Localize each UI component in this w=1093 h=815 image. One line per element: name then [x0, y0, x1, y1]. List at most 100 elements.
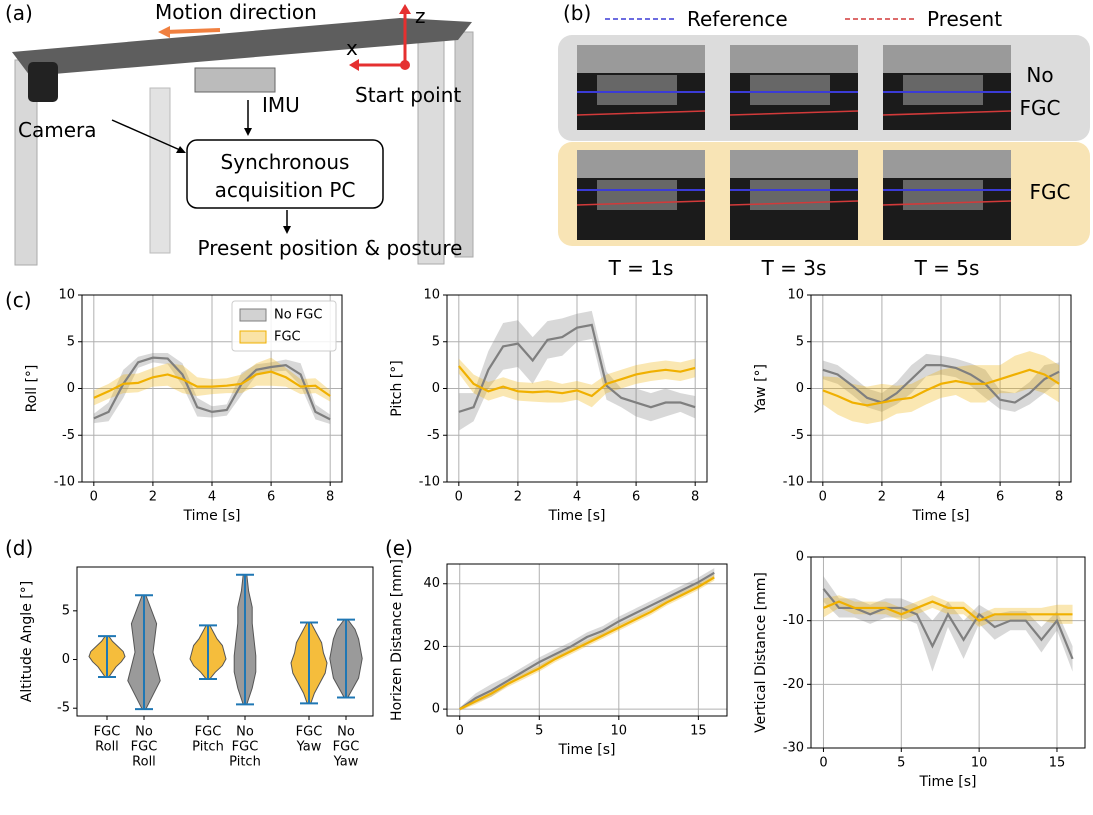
- photo-robot: [903, 180, 983, 210]
- x-tick-label: FGC: [333, 740, 360, 755]
- y-tick-label: 5: [432, 334, 440, 349]
- x-tick-label: 8: [1055, 490, 1063, 505]
- y-tick-label: -20: [783, 677, 804, 692]
- y-tick-label: -5: [57, 701, 70, 716]
- row-label: No: [1026, 63, 1053, 87]
- robot-icon: [194, 67, 276, 93]
- photo-robot: [597, 75, 677, 105]
- annotation: z: [415, 4, 426, 28]
- photo-line: [882, 110, 1012, 116]
- x-tick-label: Pitch: [192, 740, 224, 755]
- y-tick-label: -10: [783, 613, 804, 628]
- std-band: [823, 576, 1073, 672]
- legend-label: Present: [927, 7, 1002, 31]
- x-tick-label: 6: [996, 490, 1004, 505]
- annotation: Start point: [355, 83, 461, 107]
- y-tick-label: -5: [427, 428, 440, 443]
- plot-frame: [81, 294, 343, 483]
- x-tick-label: 15: [1049, 756, 1066, 771]
- x-tick-label: FGC: [232, 740, 259, 755]
- x-tick-label: FGC: [94, 725, 121, 740]
- arrow-head: [158, 26, 170, 38]
- photo-robot: [750, 180, 830, 210]
- y-axis-label: Roll [°]: [24, 365, 40, 413]
- mean-line: [457, 365, 696, 398]
- x-tick-label: Pitch: [229, 755, 261, 770]
- photo-line: [882, 200, 1012, 206]
- y-axis-label: Yaw [°]: [753, 364, 769, 414]
- arrow-head: [176, 146, 186, 153]
- std-band: [822, 353, 1060, 412]
- y-tick-label: -5: [62, 428, 75, 443]
- arrow-head: [244, 128, 252, 136]
- photo-rail: [577, 150, 705, 178]
- y-tick-label: -30: [783, 741, 804, 756]
- mean-line: [458, 323, 696, 413]
- y-tick-label: -10: [419, 475, 440, 490]
- annotation: Motion direction: [155, 0, 317, 24]
- table-plate: [12, 18, 472, 76]
- annotation: Synchronous: [221, 150, 350, 174]
- mean-line: [822, 364, 1060, 404]
- setup-drawing: [12, 4, 474, 266]
- plot-frame: [810, 556, 1086, 749]
- x-tick-label: 2: [149, 490, 157, 505]
- photo-rail: [883, 45, 1011, 73]
- x-axis-label: Time [s]: [558, 742, 616, 758]
- y-axis-label: Altitude Angle [°]: [19, 581, 35, 702]
- panel-label: (b): [563, 1, 591, 25]
- y-tick-label: 40: [423, 576, 440, 591]
- legend-label: No FGC: [274, 308, 322, 323]
- photo-line: [729, 110, 859, 116]
- start-point: [400, 60, 410, 70]
- mean-line: [823, 600, 1073, 622]
- std-band: [458, 310, 696, 431]
- x-axis-label: Time [s]: [912, 508, 970, 524]
- photo-robot: [750, 75, 830, 105]
- y-tick-label: 0: [796, 550, 804, 565]
- y-tick-label: 0: [432, 381, 440, 396]
- x-tick-label: 0: [819, 490, 827, 505]
- y-axis-label: Vertical Distance [mm]: [753, 572, 769, 733]
- y-tick-label: 5: [62, 603, 70, 618]
- x-tick-label: 6: [632, 490, 640, 505]
- x-tick-label: 10: [611, 724, 628, 739]
- y-tick-label: 5: [67, 334, 75, 349]
- x-tick-label: No: [337, 725, 355, 740]
- arrow-head: [283, 226, 291, 234]
- leg: [149, 87, 171, 254]
- time-label: T = 1s: [608, 256, 674, 280]
- x-tick-label: 4: [208, 490, 216, 505]
- x-tick-label: 2: [878, 490, 886, 505]
- x-tick-label: 0: [455, 490, 463, 505]
- plot-frame: [446, 294, 708, 483]
- photo-line: [576, 110, 706, 116]
- x-tick-label: 2: [514, 490, 522, 505]
- y-axis-label: Pitch [°]: [389, 360, 405, 416]
- row-label: FGC: [1030, 180, 1071, 204]
- y-tick-label: 10: [787, 288, 804, 303]
- photo-rail: [730, 45, 858, 73]
- mean-line: [459, 571, 715, 711]
- panel-label: (a): [5, 1, 33, 25]
- arrow-head: [399, 4, 411, 14]
- plot-frame: [446, 563, 728, 717]
- x-tick-label: 0: [819, 756, 827, 771]
- y-tick-label: 0: [67, 381, 75, 396]
- photo-rail: [730, 150, 858, 178]
- legend-swatch: [239, 308, 267, 322]
- x-tick-label: 0: [90, 490, 98, 505]
- mean-line: [93, 370, 331, 399]
- x-tick-label: 4: [573, 490, 581, 505]
- time-label: T = 5s: [914, 256, 980, 280]
- photos: [576, 45, 1012, 240]
- std-band: [93, 357, 331, 406]
- mean-line: [459, 576, 715, 711]
- x-tick-label: 8: [326, 490, 334, 505]
- photo-robot: [903, 75, 983, 105]
- mean-line: [93, 356, 331, 421]
- annotation: IMU: [262, 93, 300, 117]
- camera-icon: [28, 62, 58, 102]
- y-tick-label: 10: [58, 288, 75, 303]
